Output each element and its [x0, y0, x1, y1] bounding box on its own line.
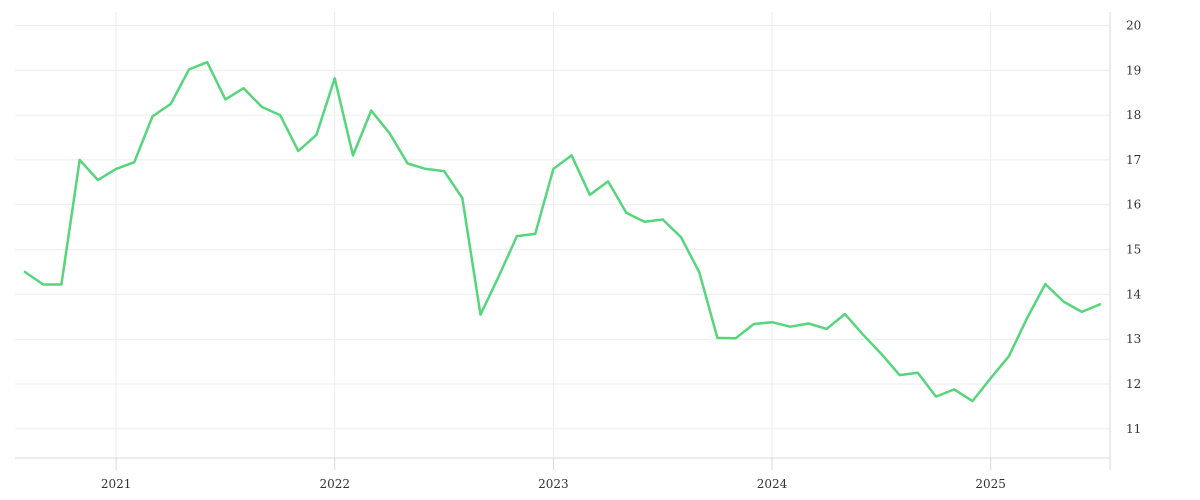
y-tick-label: 19: [1126, 63, 1141, 77]
x-tick-labels: 2021 2022 2023 2024 2025: [101, 477, 1006, 491]
y-tick-label: 11: [1126, 422, 1141, 436]
y-tick-label: 17: [1126, 153, 1141, 167]
y-tick-label: 13: [1126, 332, 1141, 346]
x-tick-label: 2022: [319, 477, 350, 491]
x-tick-label: 2024: [757, 477, 788, 491]
y-tick-label: 18: [1126, 108, 1141, 122]
y-tick-label: 14: [1126, 287, 1142, 301]
x-tick-label: 2023: [538, 477, 569, 491]
axis-layer: [15, 12, 1111, 470]
y-tick-label: 15: [1126, 243, 1141, 257]
grid-layer: [15, 12, 1110, 470]
series-layer: [23, 60, 1102, 403]
x-tick-label: 2025: [975, 477, 1006, 491]
series-line-0: [23, 60, 1102, 403]
y-tick-labels: 11 12 13 14 15 16 17 18 19 20: [1126, 18, 1142, 435]
y-tick-label: 16: [1126, 198, 1141, 212]
y-tick-label: 20: [1126, 18, 1141, 32]
y-tick-label: 12: [1126, 377, 1141, 391]
x-tick-label: 2021: [101, 477, 132, 491]
